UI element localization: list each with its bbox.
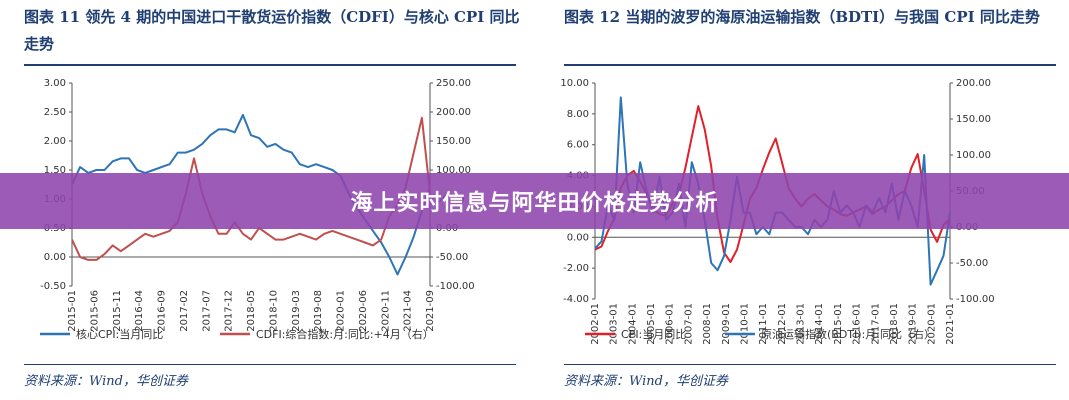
y-left-tick-label: 0.00	[44, 252, 66, 263]
x-tick-label: 2015-11	[112, 290, 123, 332]
x-tick-label: 2015-01	[67, 290, 78, 332]
x-tick-label: 2018-01	[889, 303, 900, 345]
x-tick-label: 2020-01	[926, 303, 937, 345]
banner-title: 海上实时信息与阿华田价格走势分析	[350, 191, 719, 216]
x-tick-label: 2015-01	[833, 303, 844, 345]
y-left-tick-label: -2.00	[563, 263, 589, 274]
y-right-tick-label: 250.00	[436, 78, 471, 89]
source-rule-right	[564, 364, 1056, 365]
x-tick-label: 2019-03	[291, 290, 302, 332]
chart-right-svg: 10.008.006.004.002.000.00-2.00-4.00200.0…	[560, 78, 995, 345]
x-tick-label: 2017-01	[870, 303, 881, 345]
x-tick-label: 2005-01	[646, 303, 657, 345]
y-left-tick-label: 2.00	[44, 136, 66, 147]
x-tick-label: 2019-08	[313, 290, 324, 332]
chart-source-left: 资料来源：Wind，华创证券	[24, 374, 188, 389]
x-tick-label: 2017-12	[224, 290, 235, 332]
x-tick-label: 2015-06	[89, 290, 100, 332]
x-tick-label: 2012-01	[777, 303, 788, 345]
chart-panel-right: 图表 12 当期的波罗的海原油运输指数（BDTI）与我国 CPI 同比走势 10…	[540, 0, 1060, 400]
y-left-tick-label: 0.00	[567, 232, 589, 243]
y-right-tick-label: -50.00	[956, 258, 988, 269]
y-right-tick-label: 150.00	[956, 114, 991, 125]
x-tick-label: 2021-01	[945, 303, 956, 345]
x-tick-label: 2020-01	[336, 290, 347, 332]
y-left-tick-label: 3.00	[44, 78, 66, 89]
x-tick-label: 2019-01	[908, 303, 919, 345]
y-right-tick-label: 150.00	[436, 136, 471, 147]
x-tick-label: 2018-10	[268, 290, 279, 332]
x-tick-label: 2017-02	[179, 290, 190, 332]
title-rule-left	[24, 64, 516, 66]
y-right-tick-label: 100.00	[956, 150, 991, 161]
legend-label: 核心CPI:当月同比	[76, 327, 163, 341]
y-left-tick-label: 8.00	[567, 109, 589, 120]
y-right-tick-label: -100.00	[436, 281, 475, 292]
x-tick-label: 2020-11	[380, 290, 391, 332]
x-tick-label: 2002-01	[590, 303, 601, 345]
y-left-tick-label: 10.00	[560, 78, 589, 89]
legend-label: CPI:当月同比	[621, 327, 686, 341]
title-banner: 海上实时信息与阿华田价格走势分析	[0, 173, 1069, 229]
x-tick-label: 2020-06	[358, 290, 369, 332]
chart-title-left: 图表 11 领先 4 期的中国进口干散货运价指数（CDFI）与核心 CPI 同比…	[24, 8, 520, 53]
y-right-tick-label: 200.00	[956, 78, 991, 89]
x-tick-label: 2014-01	[814, 303, 825, 345]
legend-label: CDFI:综合指数:月:同比:+4月（右）	[256, 327, 434, 341]
x-tick-label: 2011-01	[758, 303, 769, 345]
title-rule-right	[564, 64, 1056, 66]
x-tick-label: 2017-07	[201, 290, 212, 332]
y-left-tick-label: 1.50	[44, 165, 66, 176]
y-right-tick-label: 100.00	[436, 165, 471, 176]
x-tick-label: 2010-01	[739, 303, 750, 345]
x-tick-label: 2016-09	[157, 290, 168, 332]
x-tick-label: 2016-04	[134, 290, 145, 332]
x-tick-label: 2018-05	[246, 290, 257, 332]
x-tick-label: 2008-01	[702, 303, 713, 345]
chart-title-right: 图表 12 当期的波罗的海原油运输指数（BDTI）与我国 CPI 同比走势	[564, 8, 1040, 26]
chart-source-right: 资料来源：Wind，华创证券	[564, 374, 728, 389]
source-rule-left	[24, 364, 516, 365]
y-left-tick-label: -4.00	[563, 294, 589, 305]
y-left-tick-label: 6.00	[567, 140, 589, 151]
series-line-1	[71, 116, 431, 261]
x-tick-label: 2013-01	[796, 303, 807, 345]
x-tick-label: 2016-01	[852, 303, 863, 345]
y-right-tick-label: -100.00	[956, 294, 995, 305]
y-left-tick-label: -0.50	[40, 281, 66, 292]
x-tick-label: 2003-01	[609, 303, 620, 345]
x-tick-label: 2007-01	[683, 303, 694, 345]
x-tick-label: 2021-04	[403, 290, 414, 332]
y-right-tick-label: -50.00	[436, 252, 468, 263]
legend-label: 原油运输指数(BDTI):月:同比（右）	[761, 327, 935, 341]
x-tick-label: 2021-09	[425, 290, 436, 332]
y-right-tick-label: 200.00	[436, 107, 471, 118]
y-left-tick-label: 2.50	[44, 107, 66, 118]
x-tick-label: 2004-01	[627, 303, 638, 345]
x-tick-label: 2009-01	[721, 303, 732, 345]
x-tick-label: 2006-01	[665, 303, 676, 345]
